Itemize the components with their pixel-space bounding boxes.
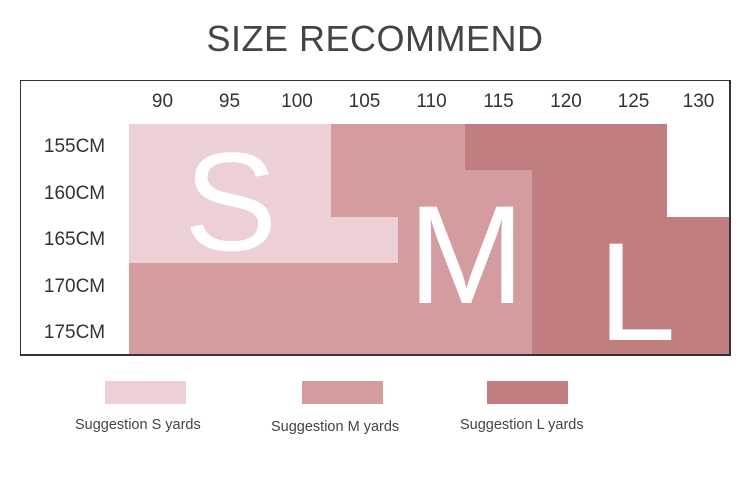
column-header: 95 — [196, 80, 264, 125]
size-cell — [196, 310, 264, 356]
size-cell — [667, 170, 731, 218]
row-header: 155CM — [20, 124, 130, 171]
size-cell — [398, 310, 466, 356]
size-cell — [263, 263, 332, 311]
size-cell — [600, 310, 668, 356]
column-header: 115 — [465, 80, 533, 125]
column-header: 110 — [398, 80, 466, 125]
size-cell — [263, 124, 332, 171]
size-cell — [532, 310, 601, 356]
size-cell — [667, 310, 731, 356]
size-cell — [600, 217, 668, 264]
row-header: 175CM — [20, 310, 130, 356]
legend-label-l: Suggestion L yards — [460, 417, 584, 433]
size-cell — [532, 170, 601, 218]
size-cell — [600, 170, 668, 218]
size-cell — [263, 217, 332, 264]
size-letter-l: L — [598, 213, 676, 370]
column-header: 125 — [600, 80, 668, 125]
legend-label-m: Suggestion M yards — [271, 419, 400, 435]
size-cell — [532, 124, 601, 171]
legend-swatch-m — [302, 381, 383, 404]
size-cell — [331, 217, 399, 264]
column-header: 105 — [331, 80, 399, 125]
size-cell — [331, 310, 399, 356]
column-header: 90 — [129, 80, 197, 125]
size-cell — [129, 310, 197, 356]
size-cell — [331, 170, 399, 218]
size-cell — [465, 217, 533, 264]
row-header: 160CM — [20, 170, 130, 218]
row-header: 165CM — [20, 217, 130, 264]
size-cell — [331, 124, 399, 171]
size-cell — [331, 263, 399, 311]
column-header: 100 — [263, 80, 332, 125]
size-cell — [398, 217, 466, 264]
size-cell — [600, 124, 668, 171]
size-cell — [532, 217, 601, 264]
legend-swatch-s — [105, 381, 186, 404]
size-cell — [667, 263, 731, 311]
page-title: SIZE RECOMMEND — [206, 18, 544, 59]
size-letter-s: S — [184, 123, 278, 280]
size-cell — [667, 124, 731, 171]
row-header: 170CM — [20, 263, 130, 311]
size-cell — [465, 124, 533, 171]
size-cell — [465, 310, 533, 356]
size-cell — [465, 263, 533, 311]
size-cell — [196, 263, 264, 311]
legend-swatch-l — [487, 381, 568, 404]
column-header: 130 — [667, 80, 731, 125]
size-cell — [600, 263, 668, 311]
legend-label-s: Suggestion S yards — [75, 417, 201, 433]
size-cell — [129, 170, 197, 218]
size-cell — [398, 124, 466, 171]
corner-cell — [20, 80, 130, 125]
column-header: 120 — [532, 80, 601, 125]
size-letter-m: M — [408, 176, 525, 333]
size-cell — [667, 217, 731, 264]
size-cell — [532, 263, 601, 311]
size-cell — [263, 310, 332, 356]
